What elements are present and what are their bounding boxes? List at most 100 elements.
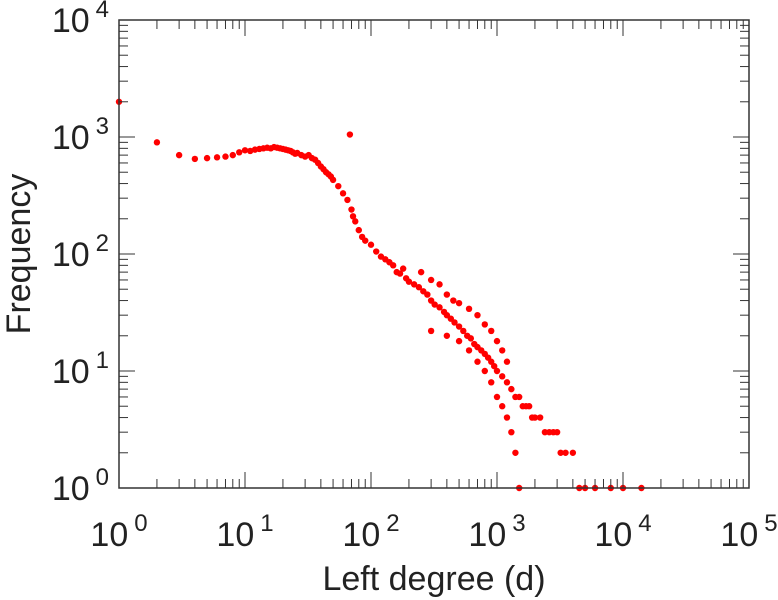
x-tick-label-exponent: 1 xyxy=(260,510,273,537)
x-tick-label-exponent: 5 xyxy=(764,510,777,537)
data-point xyxy=(373,248,380,255)
y-tick-label-base: 10 xyxy=(52,119,90,157)
data-point xyxy=(488,327,495,335)
y-tick-label: 10 0 xyxy=(52,464,109,508)
data-points xyxy=(115,98,645,492)
data-point xyxy=(508,428,515,436)
data-point xyxy=(493,367,501,375)
data-point xyxy=(525,403,533,410)
data-point xyxy=(493,337,501,345)
data-point xyxy=(531,414,539,421)
data-point xyxy=(335,182,342,190)
data-point xyxy=(488,379,495,386)
data-point xyxy=(436,281,443,288)
x-tick-label-base: 10 xyxy=(216,516,254,554)
data-point xyxy=(191,155,199,163)
data-point xyxy=(410,281,418,288)
data-point xyxy=(348,206,355,213)
data-point xyxy=(481,321,488,328)
plot-frame xyxy=(118,19,750,489)
data-point xyxy=(508,385,515,393)
data-point xyxy=(536,414,544,421)
data-point xyxy=(427,327,435,335)
data-point xyxy=(515,393,523,401)
data-point xyxy=(175,151,183,159)
data-point xyxy=(405,278,413,285)
data-point xyxy=(474,311,481,319)
data-point xyxy=(503,358,511,365)
data-point xyxy=(451,319,458,326)
data-point xyxy=(499,373,506,380)
data-point xyxy=(436,304,443,311)
data-point xyxy=(569,449,577,456)
y-tick-label: 10 2 xyxy=(52,230,109,274)
data-point xyxy=(503,414,511,421)
y-tick-label-base: 10 xyxy=(52,2,90,40)
y-tick-label: 10 4 xyxy=(52,0,109,40)
y-tick-label-exponent: 3 xyxy=(96,113,109,140)
data-point xyxy=(499,403,506,410)
data-point xyxy=(339,190,347,197)
data-point xyxy=(455,299,463,307)
data-point xyxy=(236,149,243,156)
data-point xyxy=(427,276,435,284)
data-point xyxy=(329,176,337,184)
data-point xyxy=(349,213,357,220)
x-tick-label-base: 10 xyxy=(468,516,506,554)
data-point xyxy=(562,449,569,456)
data-point xyxy=(417,268,425,276)
data-point xyxy=(557,449,564,456)
y-tick-label-base: 10 xyxy=(52,236,90,274)
data-point xyxy=(367,241,375,248)
x-tick-label-base: 10 xyxy=(594,516,632,554)
data-point xyxy=(222,153,229,160)
data-point xyxy=(415,284,423,291)
data-point xyxy=(493,393,501,401)
data-point xyxy=(399,265,407,272)
data-point xyxy=(396,270,404,277)
x-tick-label: 10 0 xyxy=(90,510,147,554)
x-axis-label: Left degree (d) xyxy=(322,560,545,598)
data-point xyxy=(362,237,369,244)
data-point xyxy=(490,362,498,370)
data-point xyxy=(352,218,359,225)
y-tick-label: 10 1 xyxy=(52,347,109,391)
data-point xyxy=(431,301,438,308)
data-point xyxy=(503,379,511,386)
x-tick-label: 10 2 xyxy=(342,510,399,554)
y-tick-label-exponent: 1 xyxy=(96,347,109,374)
y-axis-label: Frequency xyxy=(0,174,38,335)
y-tick-label-base: 10 xyxy=(52,353,90,391)
data-point xyxy=(241,147,249,154)
data-point xyxy=(455,337,463,345)
data-point xyxy=(389,262,397,269)
data-point xyxy=(553,428,561,436)
x-tick-label: 10 1 xyxy=(216,510,273,554)
x-tick-labels: 10 0 10 1 10 2 10 3 10 4 10 5 xyxy=(90,510,777,554)
x-tick-label: 10 4 xyxy=(594,510,651,554)
data-point xyxy=(465,305,473,313)
x-tick-label-exponent: 0 xyxy=(134,510,147,537)
x-tick-label-exponent: 2 xyxy=(386,510,399,537)
data-point xyxy=(512,449,519,456)
data-point xyxy=(450,297,457,304)
data-point xyxy=(460,327,467,335)
y-tick-label: 10 3 xyxy=(52,113,109,157)
x-tick-label: 10 3 xyxy=(468,510,525,554)
data-point xyxy=(541,428,549,436)
data-point xyxy=(203,154,211,162)
data-point xyxy=(443,332,451,339)
y-tick-label-base: 10 xyxy=(52,470,90,508)
x-tick-label: 10 5 xyxy=(720,510,777,554)
data-point xyxy=(443,291,451,298)
y-tick-label-exponent: 2 xyxy=(96,230,109,257)
y-tick-label-exponent: 4 xyxy=(96,0,109,23)
data-point xyxy=(499,347,506,354)
x-tick-label-exponent: 3 xyxy=(512,510,525,537)
data-point xyxy=(346,131,354,138)
data-point xyxy=(424,291,431,298)
data-point xyxy=(455,323,463,330)
data-point xyxy=(481,367,488,375)
